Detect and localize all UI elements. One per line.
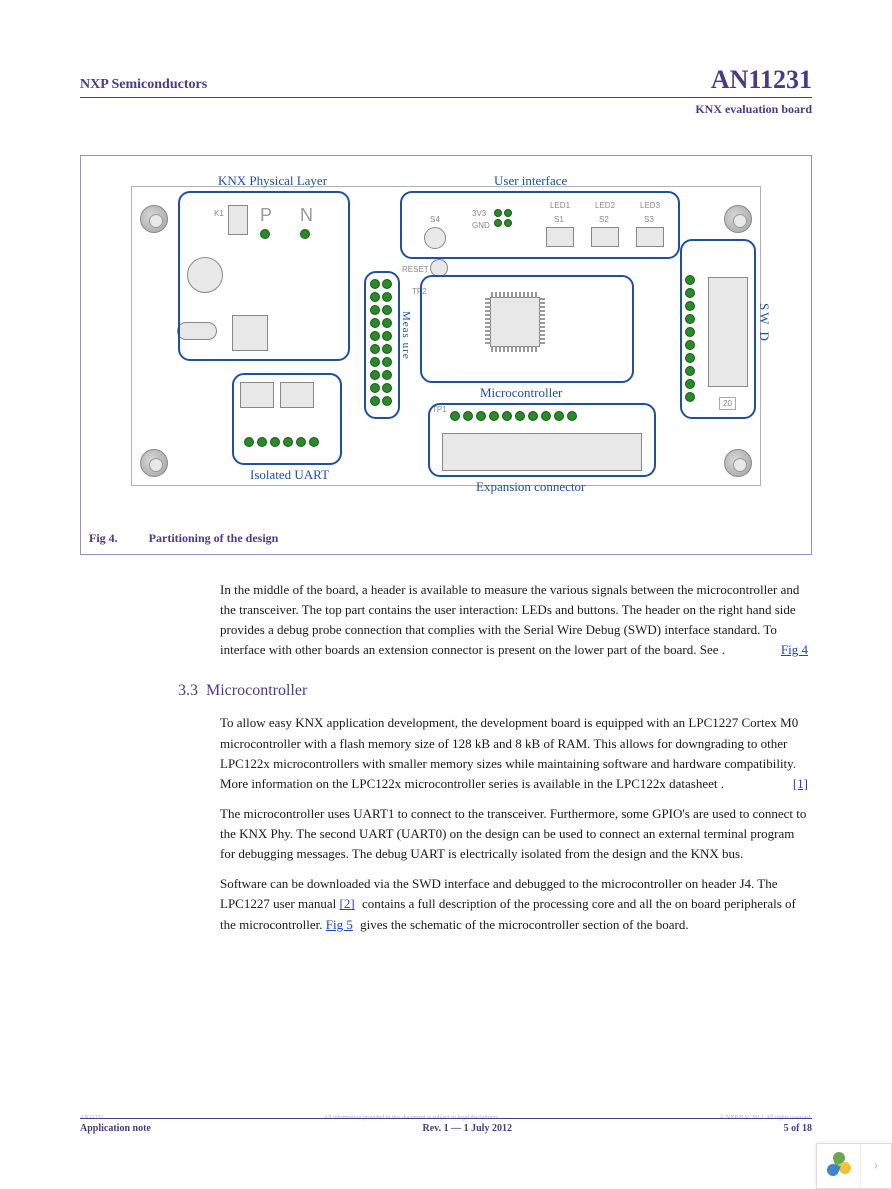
figure-caption: Fig 4. Partitioning of the design — [89, 531, 278, 546]
viewer-logo-icon[interactable] — [817, 1144, 861, 1188]
document-number: AN11231 — [711, 65, 812, 95]
region-label: Expansion connector — [476, 479, 585, 495]
citation-link[interactable]: [2] — [340, 896, 355, 911]
chevron-right-icon: › — [874, 1158, 879, 1174]
region-label: Microcontroller — [480, 385, 562, 401]
region-knx-phy — [178, 191, 350, 361]
screw-icon — [724, 205, 752, 233]
region-isolated-uart — [232, 373, 342, 465]
region-label: User interface — [494, 173, 567, 189]
region-mcu — [420, 275, 634, 383]
screw-icon — [140, 205, 168, 233]
pcb-diagram: K1 P N 3V3 GND LED1 LED2 LED3 S1 S2 S3 — [91, 166, 801, 506]
region-user-interface — [400, 191, 680, 259]
region-swd — [680, 239, 756, 419]
footer-right: 5 of 18 — [784, 1123, 812, 1134]
viewer-toolbar: › — [816, 1143, 892, 1189]
pcb-label: RESET — [402, 265, 429, 274]
section-title: Microcontroller — [206, 682, 307, 699]
figure-container: K1 P N 3V3 GND LED1 LED2 LED3 S1 S2 S3 — [80, 155, 812, 555]
page-footer: Application note Rev. 1 — 1 July 2012 5 … — [80, 1118, 812, 1134]
next-page-button[interactable]: › — [861, 1144, 891, 1188]
figure-number: Fig 4. — [89, 531, 118, 545]
page-header: NXP Semiconductors AN11231 KNX evaluatio… — [80, 65, 812, 117]
section-number: 3.3 — [178, 682, 198, 699]
screw-icon — [140, 449, 168, 477]
body-content: In the middle of the board, a header is … — [220, 580, 812, 945]
paragraph: The microcontroller uses UART1 to connec… — [220, 804, 812, 864]
region-label: SW D — [756, 303, 772, 343]
citation-link[interactable]: [1] — [793, 774, 808, 794]
figure-title: Partitioning of the design — [149, 531, 279, 545]
paragraph: Software can be downloaded via the SWD i… — [220, 874, 812, 934]
paragraph: To allow easy KNX application developmen… — [220, 713, 812, 794]
footer-left: Application note — [80, 1123, 151, 1134]
figure-reference-link[interactable]: Fig 4 — [781, 640, 808, 660]
company-name: NXP Semiconductors — [80, 77, 207, 93]
section-heading: 3.3 Microcontroller — [178, 679, 770, 704]
region-expansion — [428, 403, 656, 477]
region-label: Meas ure — [400, 311, 412, 360]
region-label: KNX Physical Layer — [218, 173, 327, 189]
paragraph: In the middle of the board, a header is … — [220, 580, 812, 661]
region-measure — [364, 271, 400, 419]
document-subtitle: KNX evaluation board — [80, 102, 812, 117]
screw-icon — [724, 449, 752, 477]
figure-reference-link[interactable]: Fig 5 — [326, 917, 353, 932]
footer-center: Rev. 1 — 1 July 2012 — [423, 1123, 512, 1134]
region-label: Isolated UART — [250, 467, 329, 483]
